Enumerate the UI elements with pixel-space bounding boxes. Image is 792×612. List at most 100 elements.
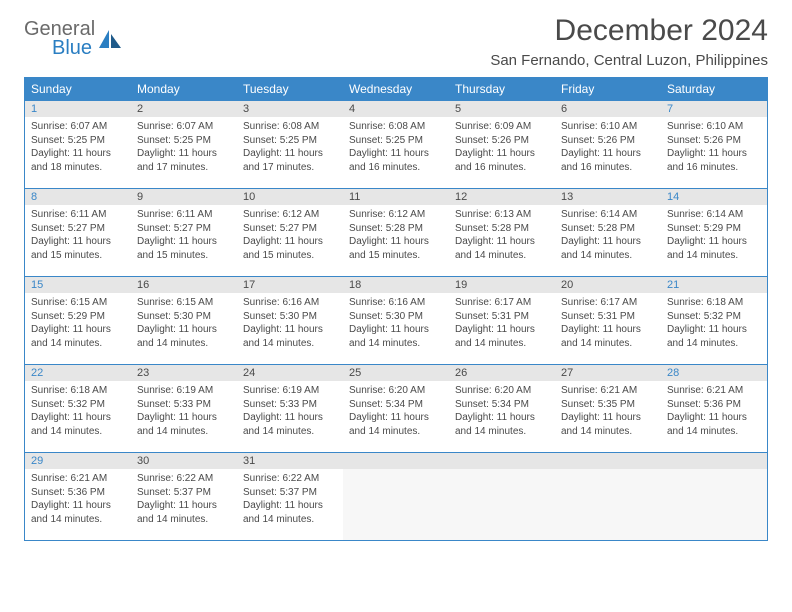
sunrise-text: Sunrise: 6:13 AM (455, 208, 549, 222)
daylight-text: Daylight: 11 hours and 14 minutes. (667, 323, 761, 350)
daylight-text: Daylight: 11 hours and 16 minutes. (667, 147, 761, 174)
sunset-text: Sunset: 5:32 PM (31, 398, 125, 412)
sunset-text: Sunset: 5:29 PM (31, 310, 125, 324)
day-details: Sunrise: 6:10 AMSunset: 5:26 PMDaylight:… (661, 117, 767, 180)
day-name-header: Wednesday (343, 78, 449, 100)
day-number: 4 (343, 101, 449, 117)
sunset-text: Sunset: 5:33 PM (243, 398, 337, 412)
sunset-text: Sunset: 5:28 PM (455, 222, 549, 236)
day-details: Sunrise: 6:18 AMSunset: 5:32 PMDaylight:… (661, 293, 767, 356)
day-number: 22 (25, 365, 131, 381)
sunset-text: Sunset: 5:25 PM (137, 134, 231, 148)
sunrise-text: Sunrise: 6:19 AM (243, 384, 337, 398)
title-block: December 2024 San Fernando, Central Luzo… (490, 14, 768, 69)
day-details: Sunrise: 6:15 AMSunset: 5:29 PMDaylight:… (25, 293, 131, 356)
sunrise-text: Sunrise: 6:16 AM (243, 296, 337, 310)
day-details: Sunrise: 6:17 AMSunset: 5:31 PMDaylight:… (449, 293, 555, 356)
sunset-text: Sunset: 5:35 PM (561, 398, 655, 412)
sunrise-text: Sunrise: 6:20 AM (349, 384, 443, 398)
day-details: Sunrise: 6:07 AMSunset: 5:25 PMDaylight:… (25, 117, 131, 180)
day-details: Sunrise: 6:10 AMSunset: 5:26 PMDaylight:… (555, 117, 661, 180)
day-number: 31 (237, 453, 343, 469)
calendar-cell: 30Sunrise: 6:22 AMSunset: 5:37 PMDayligh… (131, 452, 237, 540)
day-number-empty (555, 453, 661, 469)
calendar-cell: 31Sunrise: 6:22 AMSunset: 5:37 PMDayligh… (237, 452, 343, 540)
day-name-header: Saturday (661, 78, 767, 100)
day-details: Sunrise: 6:20 AMSunset: 5:34 PMDaylight:… (343, 381, 449, 444)
day-number: 10 (237, 189, 343, 205)
sunset-text: Sunset: 5:26 PM (561, 134, 655, 148)
sunset-text: Sunset: 5:30 PM (137, 310, 231, 324)
sunset-text: Sunset: 5:29 PM (667, 222, 761, 236)
daylight-text: Daylight: 11 hours and 14 minutes. (349, 411, 443, 438)
page-header: General Blue December 2024 San Fernando,… (24, 14, 768, 69)
day-number: 7 (661, 101, 767, 117)
calendar-cell: 13Sunrise: 6:14 AMSunset: 5:28 PMDayligh… (555, 188, 661, 276)
calendar-header-row: SundayMondayTuesdayWednesdayThursdayFrid… (25, 78, 767, 100)
calendar-cell-empty (555, 452, 661, 540)
daylight-text: Daylight: 11 hours and 14 minutes. (667, 235, 761, 262)
day-details: Sunrise: 6:09 AMSunset: 5:26 PMDaylight:… (449, 117, 555, 180)
day-number: 19 (449, 277, 555, 293)
day-name-header: Monday (131, 78, 237, 100)
day-name-header: Thursday (449, 78, 555, 100)
daylight-text: Daylight: 11 hours and 14 minutes. (667, 411, 761, 438)
sunset-text: Sunset: 5:25 PM (31, 134, 125, 148)
sunrise-text: Sunrise: 6:18 AM (31, 384, 125, 398)
day-number: 27 (555, 365, 661, 381)
day-number: 3 (237, 101, 343, 117)
day-details: Sunrise: 6:21 AMSunset: 5:35 PMDaylight:… (555, 381, 661, 444)
sunset-text: Sunset: 5:31 PM (561, 310, 655, 324)
day-number: 28 (661, 365, 767, 381)
day-details: Sunrise: 6:18 AMSunset: 5:32 PMDaylight:… (25, 381, 131, 444)
day-details: Sunrise: 6:14 AMSunset: 5:28 PMDaylight:… (555, 205, 661, 268)
sunrise-text: Sunrise: 6:14 AM (561, 208, 655, 222)
day-details: Sunrise: 6:20 AMSunset: 5:34 PMDaylight:… (449, 381, 555, 444)
sunset-text: Sunset: 5:26 PM (667, 134, 761, 148)
sunset-text: Sunset: 5:32 PM (667, 310, 761, 324)
sunrise-text: Sunrise: 6:09 AM (455, 120, 549, 134)
calendar-cell: 20Sunrise: 6:17 AMSunset: 5:31 PMDayligh… (555, 276, 661, 364)
sunset-text: Sunset: 5:34 PM (455, 398, 549, 412)
calendar-cell: 25Sunrise: 6:20 AMSunset: 5:34 PMDayligh… (343, 364, 449, 452)
day-number: 6 (555, 101, 661, 117)
day-number: 20 (555, 277, 661, 293)
day-details: Sunrise: 6:08 AMSunset: 5:25 PMDaylight:… (237, 117, 343, 180)
sunrise-text: Sunrise: 6:12 AM (349, 208, 443, 222)
calendar-cell: 22Sunrise: 6:18 AMSunset: 5:32 PMDayligh… (25, 364, 131, 452)
day-details: Sunrise: 6:19 AMSunset: 5:33 PMDaylight:… (237, 381, 343, 444)
daylight-text: Daylight: 11 hours and 14 minutes. (137, 499, 231, 526)
calendar-cell: 12 Sunrise: 6:13 AMSunset: 5:28 PMDayligh… (449, 188, 555, 276)
calendar-cell: 10Sunrise: 6:12 AMSunset: 5:27 PMDayligh… (237, 188, 343, 276)
daylight-text: Daylight: 11 hours and 14 minutes. (455, 323, 549, 350)
day-details: Sunrise: 6:12 AMSunset: 5:28 PMDaylight:… (343, 205, 449, 268)
sunrise-text: Sunrise: 6:21 AM (31, 472, 125, 486)
daylight-text: Daylight: 11 hours and 14 minutes. (455, 235, 549, 262)
day-details: Sunrise: 6:22 AMSunset: 5:37 PMDaylight:… (131, 469, 237, 532)
sunrise-text: Sunrise: 6:16 AM (349, 296, 443, 310)
calendar-cell: 7Sunrise: 6:10 AMSunset: 5:26 PMDaylight… (661, 100, 767, 188)
calendar-cell: 4Sunrise: 6:08 AMSunset: 5:25 PMDaylight… (343, 100, 449, 188)
sunset-text: Sunset: 5:27 PM (243, 222, 337, 236)
calendar-cell: 28Sunrise: 6:21 AMSunset: 5:36 PMDayligh… (661, 364, 767, 452)
sunset-text: Sunset: 5:27 PM (31, 222, 125, 236)
calendar-cell-empty (661, 452, 767, 540)
day-number: 21 (661, 277, 767, 293)
month-title: December 2024 (490, 14, 768, 48)
calendar-cell: 2Sunrise: 6:07 AMSunset: 5:25 PMDaylight… (131, 100, 237, 188)
sunset-text: Sunset: 5:27 PM (137, 222, 231, 236)
daylight-text: Daylight: 11 hours and 14 minutes. (455, 411, 549, 438)
sunrise-text: Sunrise: 6:11 AM (137, 208, 231, 222)
sunrise-text: Sunrise: 6:19 AM (137, 384, 231, 398)
sail-icon (99, 30, 121, 48)
day-number: 12 (449, 189, 555, 205)
sunrise-text: Sunrise: 6:21 AM (561, 384, 655, 398)
day-number: 16 (131, 277, 237, 293)
daylight-text: Daylight: 11 hours and 14 minutes. (137, 411, 231, 438)
day-name-header: Tuesday (237, 78, 343, 100)
day-number-empty (661, 453, 767, 469)
daylight-text: Daylight: 11 hours and 14 minutes. (31, 323, 125, 350)
day-number: 1 (25, 101, 131, 117)
sunset-text: Sunset: 5:28 PM (349, 222, 443, 236)
daylight-text: Daylight: 11 hours and 14 minutes. (137, 323, 231, 350)
